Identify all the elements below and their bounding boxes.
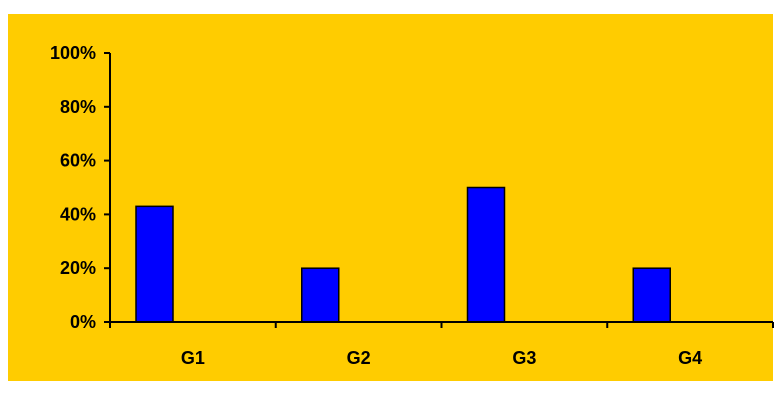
x-tick-label-g4: G4 — [678, 348, 702, 368]
bar-g2 — [301, 267, 340, 323]
y-tick-label: 0% — [70, 312, 96, 332]
y-ticks-group: 0% 20% 40% 60% 80% 100% — [50, 43, 110, 332]
x-tick-label-g3: G3 — [512, 348, 536, 368]
x-ticks-group: G1 G2 G3 G4 — [109, 322, 774, 368]
y-tick-label: 100% — [50, 43, 96, 63]
x-tick-label-g2: G2 — [347, 348, 371, 368]
y-tick-label: 60% — [60, 151, 96, 171]
y-tick-label: 40% — [60, 204, 96, 224]
y-tick-label: 80% — [60, 97, 96, 117]
plot-background — [8, 14, 773, 381]
bars-group — [135, 186, 671, 323]
y-tick-label: 20% — [60, 258, 96, 278]
bar-g1 — [135, 205, 174, 323]
bar-g4 — [632, 267, 671, 323]
x-tick-label-g1: G1 — [181, 348, 205, 368]
bar-g3 — [466, 186, 506, 323]
